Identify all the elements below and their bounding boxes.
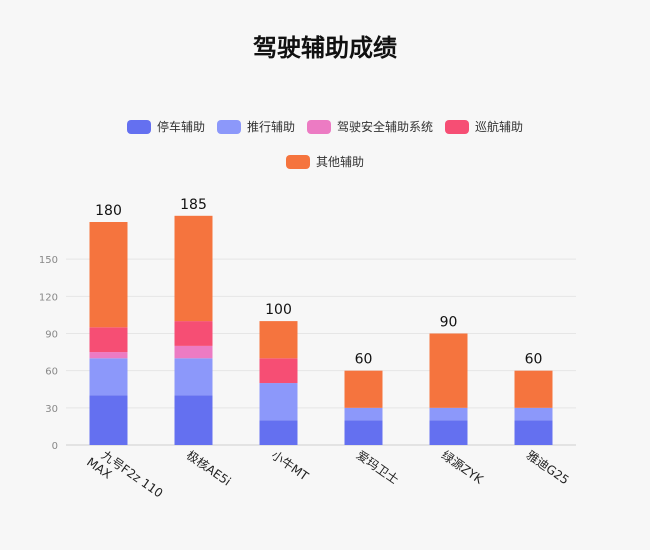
bar-segment (429, 333, 468, 408)
legend-swatch (126, 119, 151, 134)
bar-segment (174, 215, 213, 322)
legend-swatch (216, 119, 241, 134)
legend-label: 停车辅助 (156, 120, 205, 134)
total-label: 90 (440, 315, 458, 331)
legend: 停车辅助 推行辅助 驾驶安全辅助系统 巡航辅助 (0, 118, 650, 135)
x-tick-label: 九号F2z 110MAX (84, 443, 165, 512)
y-tick-label: 0 (52, 441, 58, 452)
x-tick-label: 绿源ZYK (439, 447, 487, 487)
y-tick-label: 90 (45, 330, 58, 341)
y-tick-label: 30 (45, 404, 58, 415)
total-label: 185 (180, 197, 207, 213)
bar-segment (344, 420, 383, 445)
bar-segment (259, 321, 298, 359)
bar-segment (259, 420, 298, 445)
legend-item-parking[interactable]: 停车辅助 (126, 118, 205, 135)
bar-segment (174, 321, 213, 346)
legend-item-cruise[interactable]: 巡航辅助 (445, 118, 523, 135)
total-label: 60 (525, 352, 543, 368)
legend-label: 其他辅助 (315, 155, 364, 169)
x-tick-label: 极核AE5i (184, 448, 234, 489)
y-tick-label: 60 (45, 367, 58, 378)
legend-swatch (445, 119, 470, 134)
bar-segment (89, 222, 128, 328)
y-tick-label: 150 (39, 255, 58, 266)
bar-segment (89, 327, 128, 353)
bar-segment (429, 407, 468, 421)
bar-segment (89, 358, 128, 396)
bar-segment (259, 383, 298, 421)
bar-segment (429, 420, 468, 445)
y-tick-label: 120 (39, 292, 58, 303)
bar-segment (174, 395, 213, 445)
bar-segment (344, 407, 383, 421)
legend-label: 驾驶安全辅助系统 (337, 120, 434, 134)
legend-row-2: 其他辅助 (0, 153, 650, 170)
x-tick-label: 雅迪G25 (524, 447, 572, 487)
total-label: 180 (95, 203, 122, 219)
bar-segment (174, 345, 213, 359)
legend-swatch (307, 119, 331, 134)
bar-segment (174, 358, 213, 396)
bar-segment (514, 420, 553, 445)
legend-item-push[interactable]: 推行辅助 (216, 118, 295, 135)
total-label: 100 (265, 302, 292, 318)
legend-item-safety[interactable]: 驾驶安全辅助系统 (307, 118, 433, 135)
total-label: 60 (355, 352, 373, 368)
bar-segment (89, 352, 128, 359)
bar-segment (89, 395, 128, 445)
x-tick-label: 小牛MT (269, 447, 312, 484)
legend-swatch (285, 154, 310, 169)
bar-segment (259, 358, 298, 384)
chart-title: 驾驶辅助成绩 (253, 34, 397, 62)
x-tick-label: 爱玛卫士 (354, 448, 401, 487)
legend-label: 巡航辅助 (475, 120, 524, 134)
bar-segment (514, 407, 553, 421)
legend-item-other[interactable]: 其他辅助 (285, 153, 364, 170)
bar-segment (514, 370, 553, 408)
bar-segment (344, 370, 383, 408)
legend-label: 推行辅助 (246, 120, 295, 134)
